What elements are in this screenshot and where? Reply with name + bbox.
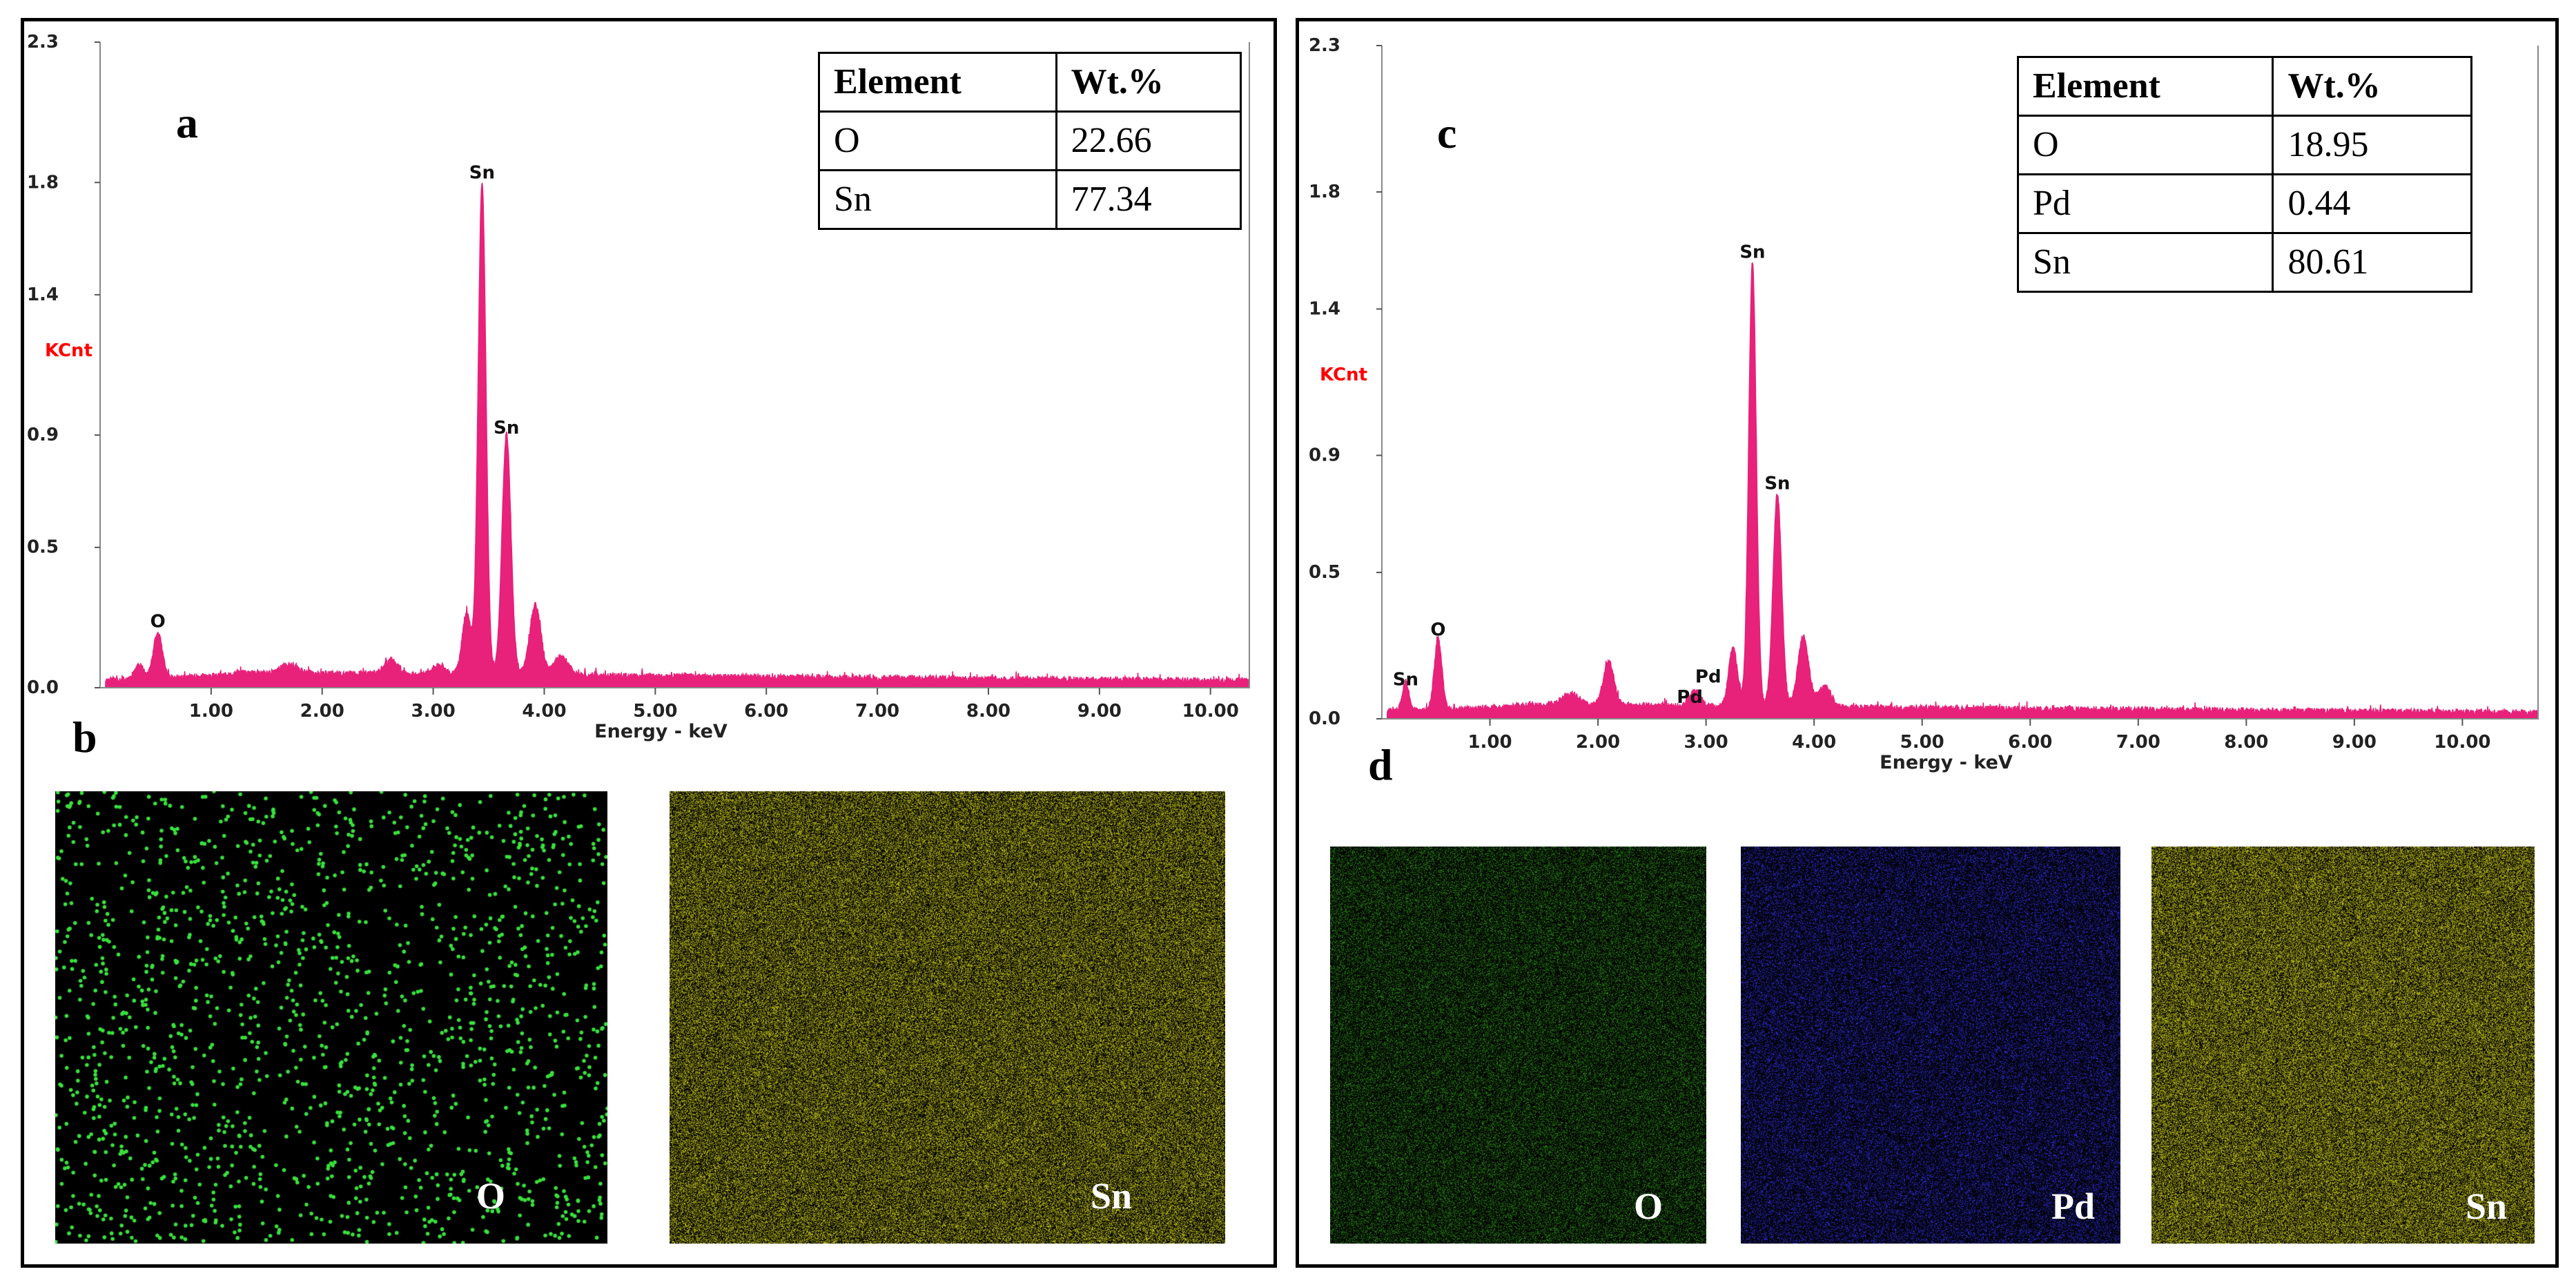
peak-annotation: Sn [1764,474,1790,494]
peak-annotation: O [150,612,166,632]
eds-spectrum-a: 2.3 1.8 1.4 0.9 0.5 0.0 1.00 2.00 3.00 4.00 5.00 6.… [27,32,1250,742]
right-panel: 2.3 1.8 1.4 0.9 0.5 0.0 1.00 2.00 3.00 4.00 5.00 6.… [1296,18,2559,1268]
y-tick-label: 1.4 [27,284,59,305]
y-tick-label: 0.5 [27,537,59,558]
element-map-b-sn: Sn [670,791,1225,1244]
panel-label-b: b [72,713,97,762]
table-header-element: Element [818,52,1057,113]
table-header-row: Element Wt.% [2016,56,2472,117]
x-tick-label: 9.00 [1077,701,1122,722]
y-axis-label: KCnt [1320,365,1367,385]
eds-spectrum-c: 2.3 1.8 1.4 0.9 0.5 0.0 1.00 2.00 3.00 4.00 5.00 6.… [1309,35,2539,773]
panel-label-c: c [1437,108,1457,157]
x-tick-label: 4.00 [1792,732,1836,753]
x-tick-label: 1.00 [1467,732,1512,753]
table-row: Sn 80.61 [2016,232,2472,293]
table-cell-wt: 80.61 [2272,232,2472,293]
map-label: Sn [2466,1186,2508,1227]
x-tick-label: 7.00 [855,701,899,722]
y-tick-label: 2.3 [27,32,59,52]
x-axis-label: Energy - keV [594,721,728,742]
y-tick-label: 1.8 [1309,182,1340,202]
x-tick-label: 3.00 [411,701,456,722]
y-tick-label: 0.9 [1309,445,1340,465]
panel-label-a: a [176,98,198,147]
x-tick-label: 8.00 [966,701,1011,722]
table-cell-element: O [818,110,1057,171]
y-tick-label: 0.0 [1309,708,1340,729]
x-tick-label: 9.00 [2332,732,2377,753]
peak-annotation: O [1430,620,1445,641]
table-row: Pd 0.44 [2016,173,2472,234]
spectrum-fill [105,182,1250,688]
x-tick-label: 4.00 [522,701,566,722]
panel-label-d: d [1368,740,1393,789]
table-cell-element: Sn [818,169,1057,230]
peak-annotation: Sn [1739,242,1765,263]
composition-table-a: Element Wt.% O 22.66 Sn 77.34 [818,52,1242,230]
table-cell-wt: 0.44 [2272,173,2472,234]
x-tick-label: 2.00 [1576,732,1620,753]
peak-annotation: Sn [469,162,495,183]
peak-annotation: Sn [1393,670,1418,690]
x-tick-label: 1.00 [189,701,233,722]
map-label: Pd [2051,1186,2096,1227]
table-cell-wt: 77.34 [1055,169,1242,230]
y-tick-label: 1.4 [1309,299,1340,320]
table-cell-wt: 18.95 [2272,115,2472,175]
table-header-wt: Wt.% [1055,52,1242,113]
table-cell-wt: 22.66 [1055,110,1242,171]
x-tick-label: 7.00 [2116,732,2160,753]
y-tick-label: 1.8 [27,172,59,193]
spectrum-axes [99,42,1250,688]
table-cell-element: Sn [2016,232,2274,293]
map-label: Sn [1091,1175,1133,1217]
x-tick-label: 2.00 [300,701,344,722]
y-tick-label: 0.9 [27,425,59,445]
y-tick-label: 0.5 [1309,562,1340,583]
element-map-d-o: O [1330,847,1706,1244]
spectrum-axes [1381,46,2539,719]
table-row: O 18.95 [2016,115,2472,175]
x-tick-label: 3.00 [1684,732,1728,753]
x-tick-label: 8.00 [2224,732,2268,753]
left-panel: 2.3 1.8 1.4 0.9 0.5 0.0 1.00 2.00 3.00 4.00 5.00 6.… [21,18,1277,1268]
composition-table-c: Element Wt.% O 18.95 Pd 0.44 Sn 80.61 [2016,56,2472,293]
x-tick-label: 5.00 [633,701,677,722]
peak-annotation: Pd [1695,666,1721,687]
table-row: Sn 77.34 [818,169,1242,230]
x-tick-label: 10.00 [2434,732,2490,753]
spectrum-fill [1387,262,2539,719]
element-map-d-sn: Sn [2151,847,2535,1244]
table-header-element: Element [2016,56,2274,117]
x-tick-label: 6.00 [2008,732,2052,753]
x-tick-label: 5.00 [1900,732,1944,753]
table-cell-element: Pd [2016,173,2274,234]
element-map-b-o: O [55,791,607,1244]
element-map-d-pd: Pd [1741,847,2120,1244]
y-tick-label: 0.0 [27,677,59,698]
map-label: O [1634,1186,1663,1227]
table-header-wt: Wt.% [2272,56,2472,117]
peak-annotation: Pd [1677,687,1703,708]
y-axis-label: KCnt [45,340,92,361]
peak-annotation: Sn [494,418,519,438]
x-tick-label: 6.00 [744,701,788,722]
table-header-row: Element Wt.% [818,52,1242,113]
x-axis-label: Energy - keV [1880,752,2013,773]
y-tick-label: 2.3 [1309,35,1340,56]
map-label: O [476,1175,506,1217]
table-cell-element: O [2016,115,2274,175]
x-tick-label: 10.00 [1182,701,1239,722]
table-row: O 22.66 [818,110,1242,171]
